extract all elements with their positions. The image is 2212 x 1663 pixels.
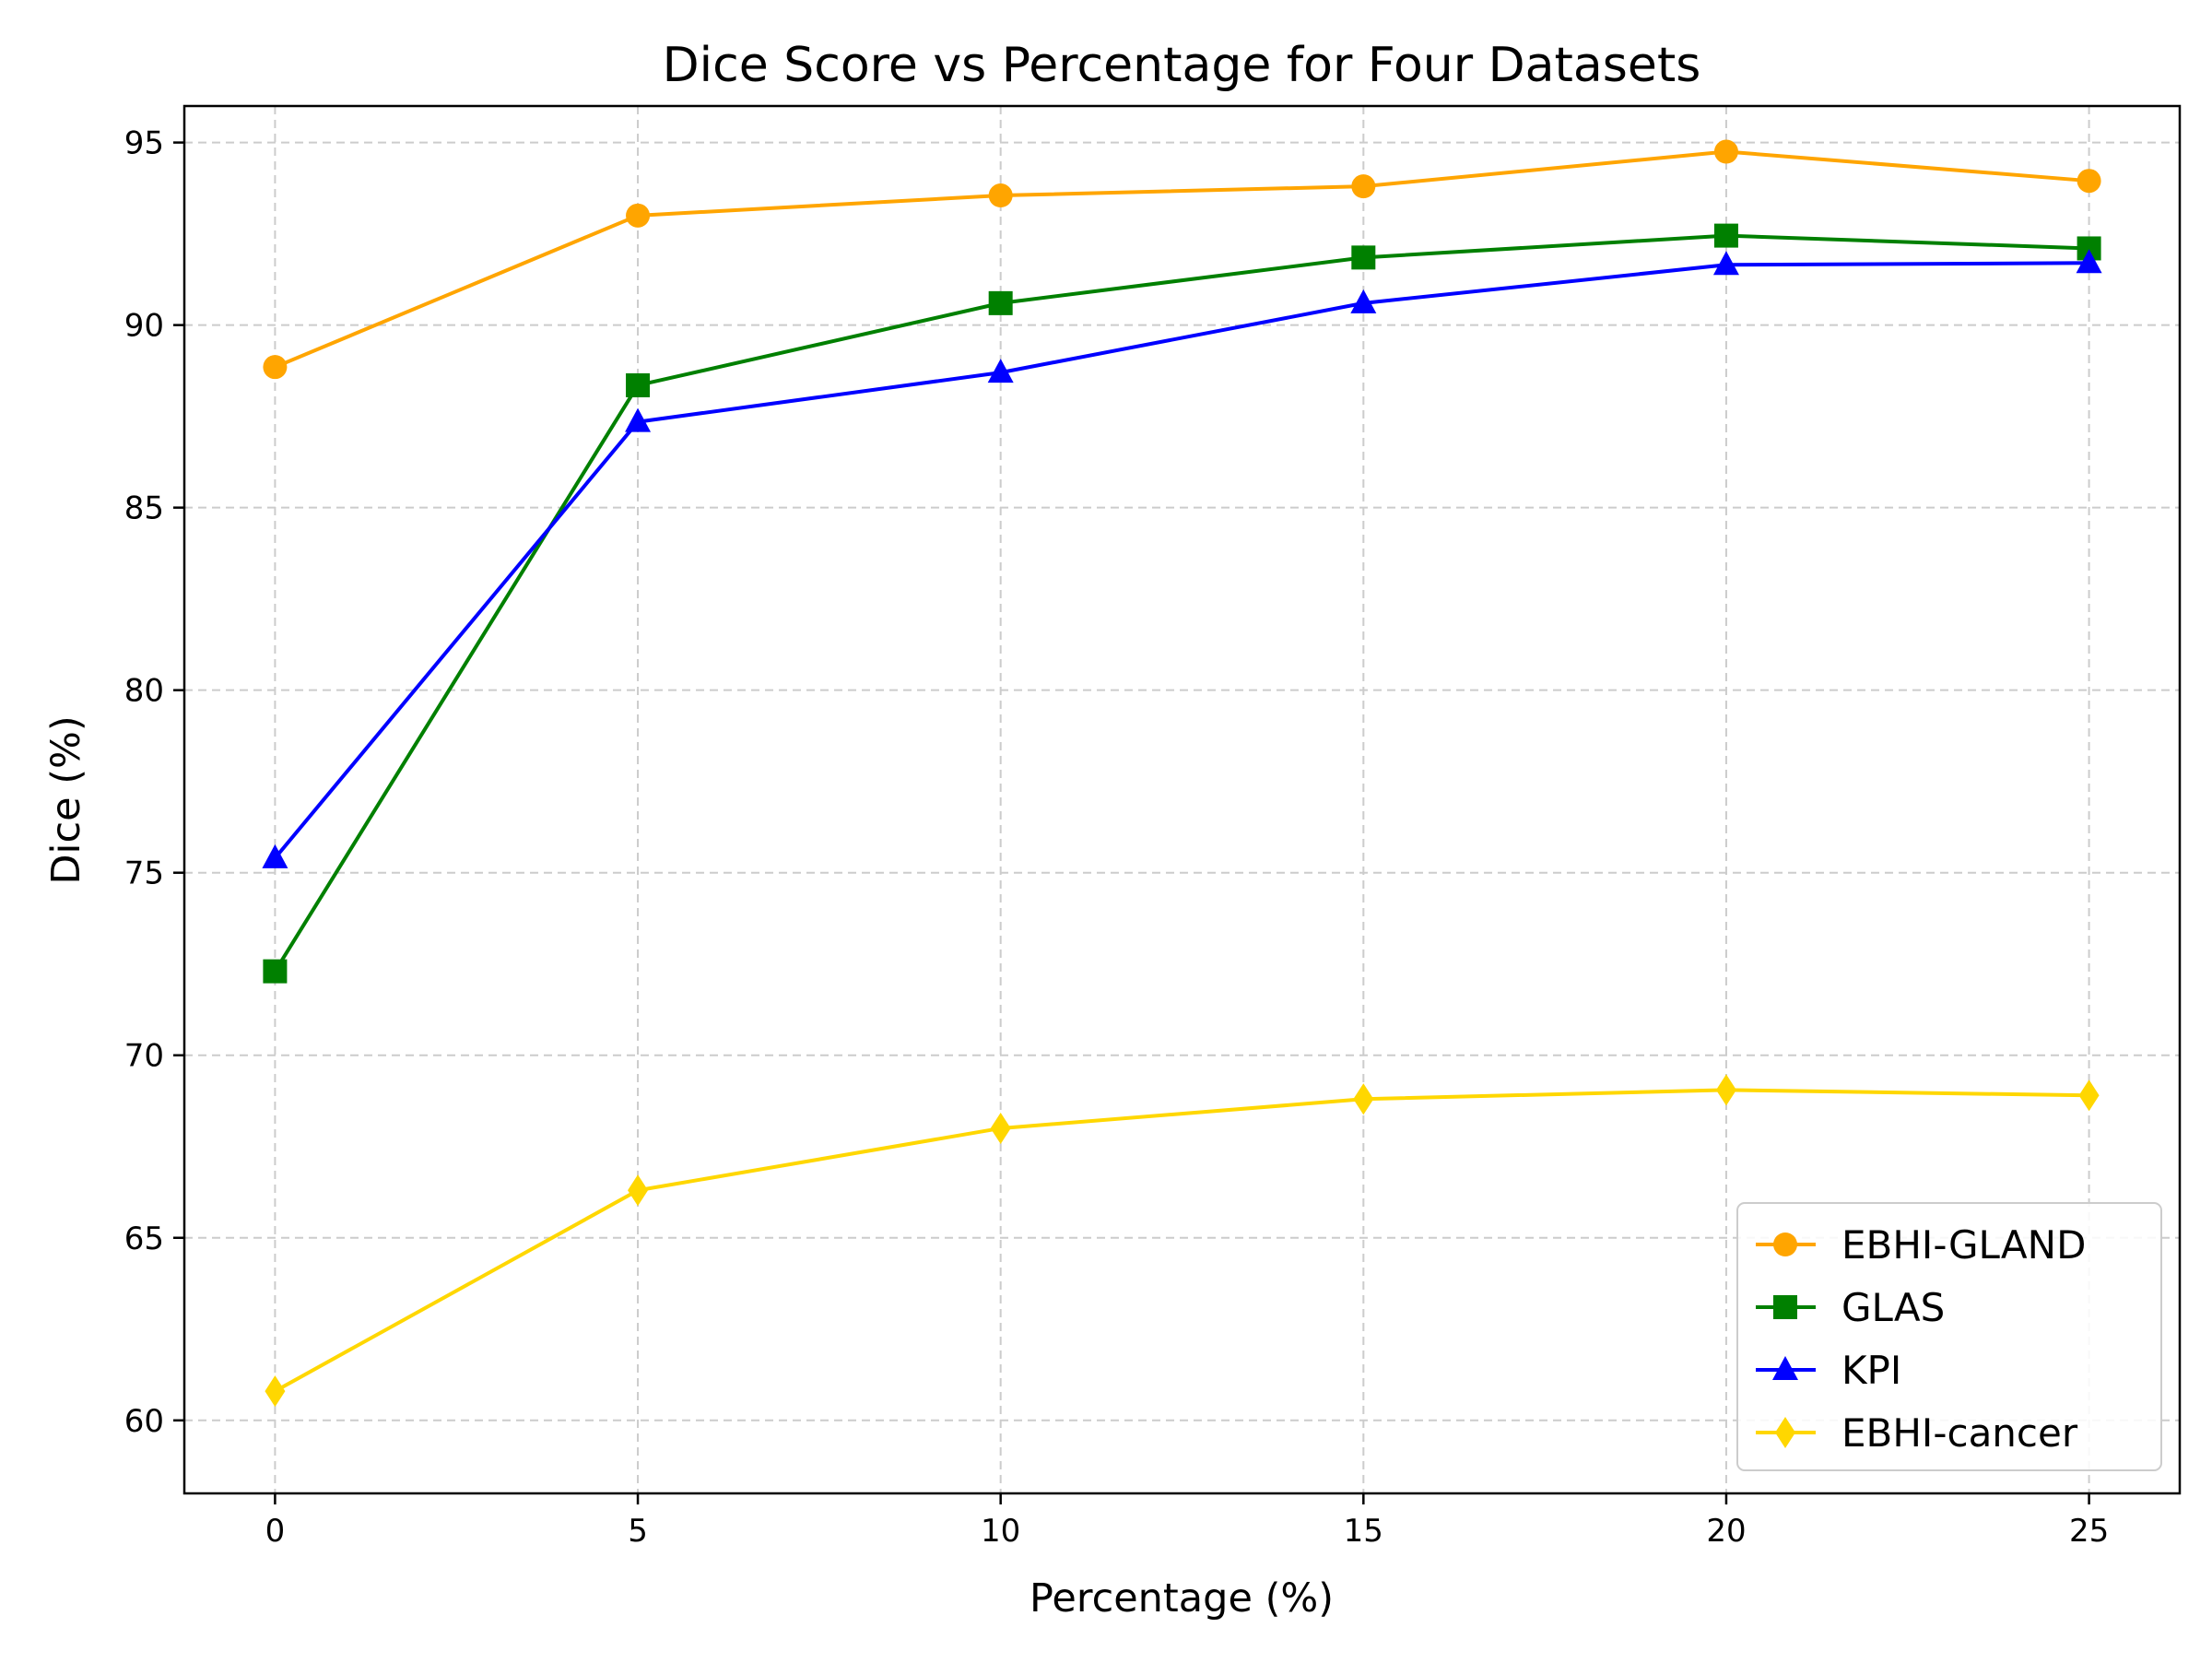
data-point-ebhi-gland xyxy=(2077,169,2101,194)
x-tick-label: 15 xyxy=(1344,1513,1383,1550)
legend-label-ebhi-gland: EBHI-GLAND xyxy=(1841,1222,2086,1268)
y-tick-label: 65 xyxy=(124,1221,164,1257)
y-tick-label: 95 xyxy=(124,125,164,162)
x-tick-label: 20 xyxy=(1706,1513,1746,1550)
data-point-kpi xyxy=(987,359,1014,383)
series-layer xyxy=(262,139,2102,1408)
data-point-ebhi-gland xyxy=(1351,174,1376,199)
data-point-ebhi-gland xyxy=(626,203,651,228)
legend-marker-ebhi-cancer xyxy=(1775,1417,1795,1448)
data-point-glas xyxy=(988,290,1013,315)
data-point-ebhi-cancer xyxy=(628,1174,649,1207)
data-point-ebhi-cancer xyxy=(1353,1083,1374,1115)
data-point-glas xyxy=(626,372,651,397)
legend-label-glas: GLAS xyxy=(1841,1285,1945,1330)
y-tick-label: 60 xyxy=(124,1403,164,1440)
legend-label-ebhi-cancer: EBHI-cancer xyxy=(1841,1410,2078,1456)
series-line-glas xyxy=(273,233,2089,973)
data-point-glas xyxy=(263,959,288,984)
series-glas xyxy=(263,223,2101,984)
legend-marker-kpi xyxy=(1772,1356,1798,1380)
plot-area-frame xyxy=(182,104,2182,1495)
data-point-kpi xyxy=(2076,249,2102,274)
series-line-ebhi-gland xyxy=(274,149,2089,370)
x-axis-label: Percentage (%) xyxy=(1030,1575,1334,1622)
legend: EBHI-GLAND GLAS KPI EBHI-cancer xyxy=(1736,1202,2162,1471)
x-tick-label: 5 xyxy=(628,1513,648,1550)
y-tick-label: 70 xyxy=(124,1038,164,1075)
data-point-kpi xyxy=(625,407,652,432)
y-tick-label: 75 xyxy=(124,855,164,892)
legend-marker-ebhi-gland xyxy=(1773,1233,1797,1256)
data-point-kpi xyxy=(1350,289,1377,313)
x-tick-label: 25 xyxy=(2069,1513,2109,1550)
axis-ticks: 0 5 10 15 20 25 60 65 70 75 80 85 90 95 xyxy=(124,125,2109,1550)
legend-item-glas: GLAS xyxy=(1756,1285,1945,1330)
legend-item-ebhi-cancer: EBHI-cancer xyxy=(1756,1410,2078,1456)
data-point-ebhi-cancer xyxy=(2078,1079,2100,1112)
y-tick-label: 90 xyxy=(124,308,164,345)
data-point-ebhi-cancer xyxy=(1715,1074,1736,1106)
chart-title: Dice Score vs Percentage for Four Datase… xyxy=(663,38,1701,93)
x-tick-label: 0 xyxy=(265,1513,286,1550)
grid-lines xyxy=(184,106,2180,1493)
series-line-kpi xyxy=(273,261,2089,860)
data-point-ebhi-cancer xyxy=(265,1375,286,1408)
y-tick-label: 85 xyxy=(124,490,164,527)
legend-marker-glas xyxy=(1773,1295,1797,1319)
series-ebhi-cancer xyxy=(265,1074,2100,1408)
data-point-ebhi-gland xyxy=(988,183,1013,208)
legend-item-kpi: KPI xyxy=(1756,1348,1901,1393)
legend-label-kpi: KPI xyxy=(1841,1348,1901,1393)
y-axis-label: Dice (%) xyxy=(43,715,89,884)
legend-box xyxy=(1736,1202,2162,1471)
data-point-kpi xyxy=(262,843,288,868)
data-point-kpi xyxy=(1712,251,1739,276)
y-tick-label: 80 xyxy=(124,673,164,710)
series-ebhi-gland xyxy=(263,139,2101,380)
series-kpi xyxy=(262,249,2102,868)
data-point-ebhi-gland xyxy=(1713,139,1738,164)
data-point-ebhi-gland xyxy=(263,355,288,380)
data-point-glas xyxy=(1713,223,1738,248)
legend-item-ebhi-gland: EBHI-GLAND xyxy=(1756,1222,2086,1268)
data-point-glas xyxy=(1351,245,1376,270)
data-point-ebhi-cancer xyxy=(990,1112,1011,1144)
series-line-ebhi-cancer xyxy=(274,1088,2089,1393)
x-tick-label: 10 xyxy=(981,1513,1020,1550)
